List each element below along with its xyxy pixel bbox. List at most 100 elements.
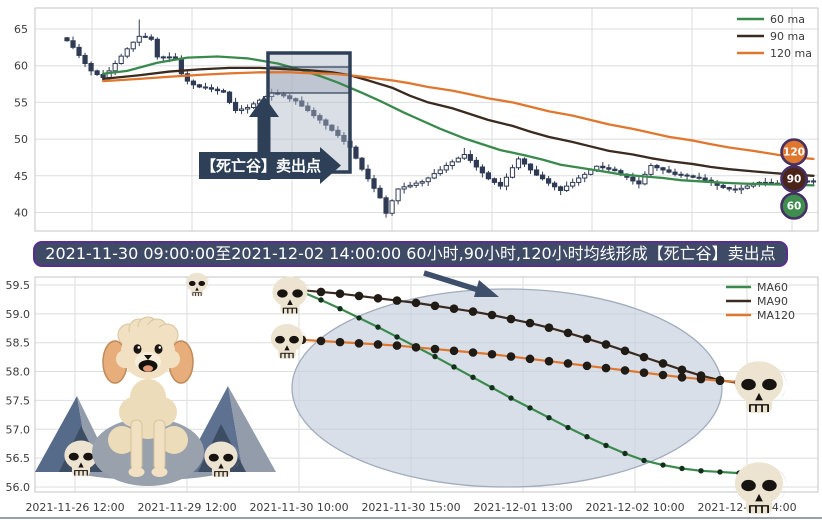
top-legend: 60 ma 90 ma 120 ma — [737, 13, 812, 60]
candle-body — [154, 38, 160, 58]
skull-icon-right-mountain — [204, 441, 240, 478]
skull-nose — [195, 287, 199, 291]
candle-body — [503, 176, 510, 187]
candle-body — [395, 188, 401, 202]
dog-eye-glint-left — [137, 346, 141, 349]
candle-body — [281, 93, 287, 97]
series-marker-MA90 — [563, 328, 573, 338]
skull-jaw — [71, 462, 91, 477]
candle-body — [497, 181, 504, 187]
candle-body — [690, 175, 696, 178]
candle-body — [485, 172, 491, 180]
skull-icon-ma-start-top — [272, 276, 310, 314]
series-marker-MA120 — [468, 348, 478, 357]
candle-body — [570, 181, 576, 187]
dog-eye-glint-right — [158, 346, 162, 349]
candle-body — [226, 91, 233, 103]
candle-body — [732, 188, 738, 191]
y-tick-label: 57.0 — [6, 423, 31, 436]
series-marker-MA60 — [527, 405, 533, 411]
plot-frame — [34, 276, 819, 493]
ma-end-badge — [780, 138, 808, 166]
candle-body — [389, 200, 395, 214]
series-marker-MA90 — [373, 293, 383, 303]
y-tick-label: 59.0 — [6, 308, 31, 321]
series-marker-MA120 — [715, 376, 725, 386]
candle-body — [672, 171, 678, 175]
dog-leg-right — [153, 419, 166, 471]
candle-body — [238, 108, 245, 111]
legend-label: MA60 — [757, 281, 788, 294]
candle-body — [642, 173, 648, 185]
candle-body — [744, 185, 750, 189]
skull-eye-left — [277, 289, 288, 298]
candle-body — [287, 95, 293, 100]
series-marker-MA60 — [394, 334, 400, 340]
banner-arrow-head — [474, 280, 499, 297]
series-marker-MA120 — [639, 368, 649, 378]
candle-body — [455, 157, 461, 163]
candle-body — [323, 119, 329, 126]
dog-body-fluff — [160, 426, 188, 454]
top-plot — [34, 7, 819, 232]
series-marker-MA120 — [506, 352, 516, 361]
candle-body — [341, 134, 347, 142]
series-marker-MA90 — [582, 334, 592, 343]
series-marker-MA90 — [430, 301, 440, 311]
series-marker-MA120 — [392, 341, 402, 350]
candle-body — [317, 115, 323, 121]
candle-body — [612, 168, 618, 172]
candle-body — [449, 161, 455, 167]
candle-body — [552, 182, 558, 188]
y-tick-label: 57.5 — [6, 394, 31, 407]
legend-label: 90 ma — [770, 30, 805, 43]
series-marker-MA120 — [373, 340, 383, 349]
candle-body — [148, 36, 154, 40]
series-marker-MA120 — [677, 373, 687, 382]
skull-eye-left — [208, 453, 219, 462]
skull-icon-ma60-end — [734, 462, 787, 514]
x-tick-label: 2021-12-02 10:00 — [585, 501, 684, 514]
annotation-box — [199, 152, 323, 179]
series-marker-MA60 — [356, 315, 362, 321]
candle-body — [94, 70, 100, 76]
candle-body — [208, 87, 215, 90]
series-marker-MA120 — [601, 363, 611, 373]
y-tick-label: 58.0 — [6, 366, 31, 379]
skull-jaw — [211, 463, 231, 478]
series-marker-MA90 — [449, 304, 459, 313]
skull-jaw — [280, 300, 300, 314]
series-marker-MA60 — [622, 450, 628, 457]
candle-body — [413, 182, 419, 186]
series-marker-MA60 — [318, 297, 324, 303]
candle-body — [684, 174, 690, 177]
candle-body — [70, 40, 76, 48]
series-marker-MA90 — [544, 323, 554, 332]
series-marker-MA60 — [698, 468, 704, 474]
candle-body — [335, 129, 341, 136]
dog-cheek-left — [116, 350, 134, 368]
y-tick-label: 59.5 — [6, 279, 31, 292]
series-marker-MA60 — [546, 415, 552, 421]
skull-nose — [755, 392, 763, 401]
legend-label: 60 ma — [770, 13, 805, 26]
candle-body — [311, 109, 317, 117]
series-marker-MA120 — [582, 361, 592, 371]
series-marker-MA90 — [601, 340, 611, 349]
candle-body — [515, 158, 522, 169]
series-marker-MA90 — [335, 289, 345, 298]
skull-nose — [755, 493, 763, 502]
candle-body — [539, 174, 546, 180]
window-bottom-edge — [0, 517, 822, 519]
y-tick-label: 45 — [14, 170, 28, 183]
series-marker-MA120 — [544, 356, 554, 366]
x-tick-label: 2021-11-26 12:00 — [25, 501, 124, 514]
series-marker-MA60 — [508, 395, 514, 401]
legend-label: 120 ma — [770, 47, 812, 60]
candle-body — [582, 173, 588, 179]
candle-body — [419, 181, 425, 184]
annotation-text: 【死亡谷】卖出点 — [201, 157, 321, 175]
candle-body — [172, 56, 178, 59]
skull-jaw — [278, 345, 296, 359]
ma-line-60ma — [101, 55, 815, 187]
